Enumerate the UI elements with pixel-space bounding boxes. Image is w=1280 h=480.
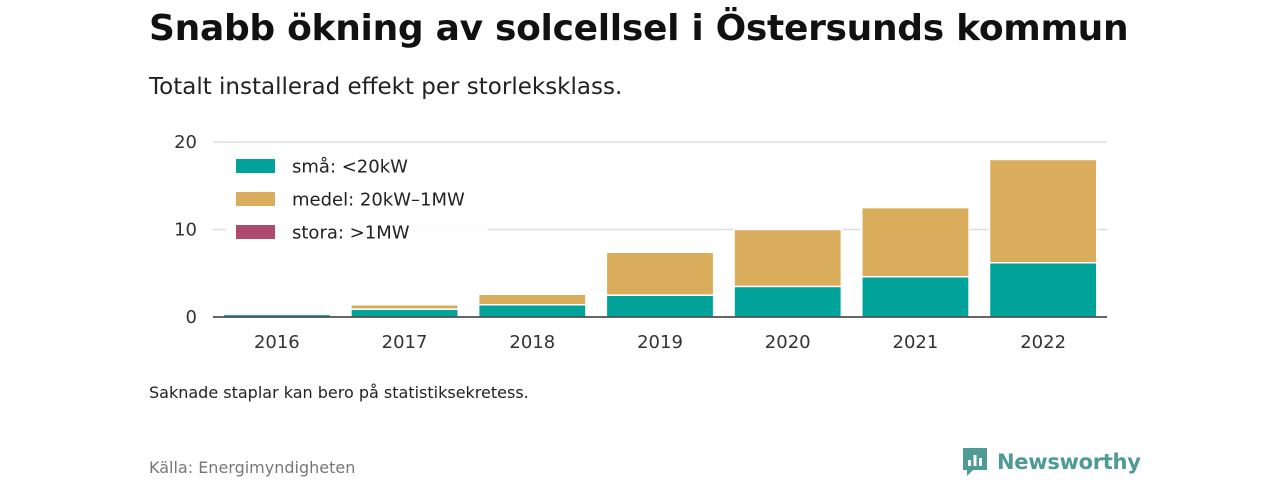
x-tick-label: 2020 [765,332,811,353]
bar-segment [477,304,587,318]
bar-segment [988,158,1098,264]
newsworthy-logo-icon [963,448,987,476]
bar-segment [988,262,1098,318]
bar-segment [605,294,715,318]
x-tick-label: 2017 [382,332,428,353]
x-tick-labels: 2016 2017 2018 2019 2020 2021 2022 [254,332,1066,353]
y-tick-label: 20 [174,132,197,153]
legend-swatch [236,192,275,206]
chart-subtitle: Totalt installerad effekt per storlekskl… [149,74,623,100]
bars [222,158,1098,318]
y-tick-label: 10 [174,220,197,241]
chart-title: Snabb ökning av solcellsel i Östersunds … [149,8,1129,49]
bar-segment [861,206,970,278]
legend-swatch [236,225,275,239]
x-tick-label: 2016 [254,332,300,353]
legend-label: små: <20kW [292,157,408,178]
y-tick-labels: 0 10 20 [174,132,197,328]
x-tick-label: 2021 [893,332,939,353]
x-tick-label: 2022 [1020,332,1066,353]
x-tick-label: 2018 [509,332,555,353]
y-tick-label: 0 [186,307,197,328]
legend-swatch [236,159,275,173]
source-label: Källa: Energimyndigheten [149,458,356,477]
bar-segment [861,276,970,318]
bar-segment [733,285,843,318]
bar-segment [350,308,459,318]
legend-label: medel: 20kW–1MW [292,190,465,211]
x-tick-label: 2019 [637,332,683,353]
legend: små: <20kW medel: 20kW–1MW stora: >1MW [226,150,488,244]
brand-name: Newsworthy [997,450,1141,474]
bar-segment [733,228,843,288]
bar-segment [605,251,715,296]
bar-segment [477,293,587,306]
bar-segment [350,304,459,310]
chart-note: Saknade staplar kan bero på statistiksek… [149,383,529,402]
newsworthy-brand: Newsworthy [961,446,1141,478]
legend-label: stora: >1MW [292,223,410,244]
